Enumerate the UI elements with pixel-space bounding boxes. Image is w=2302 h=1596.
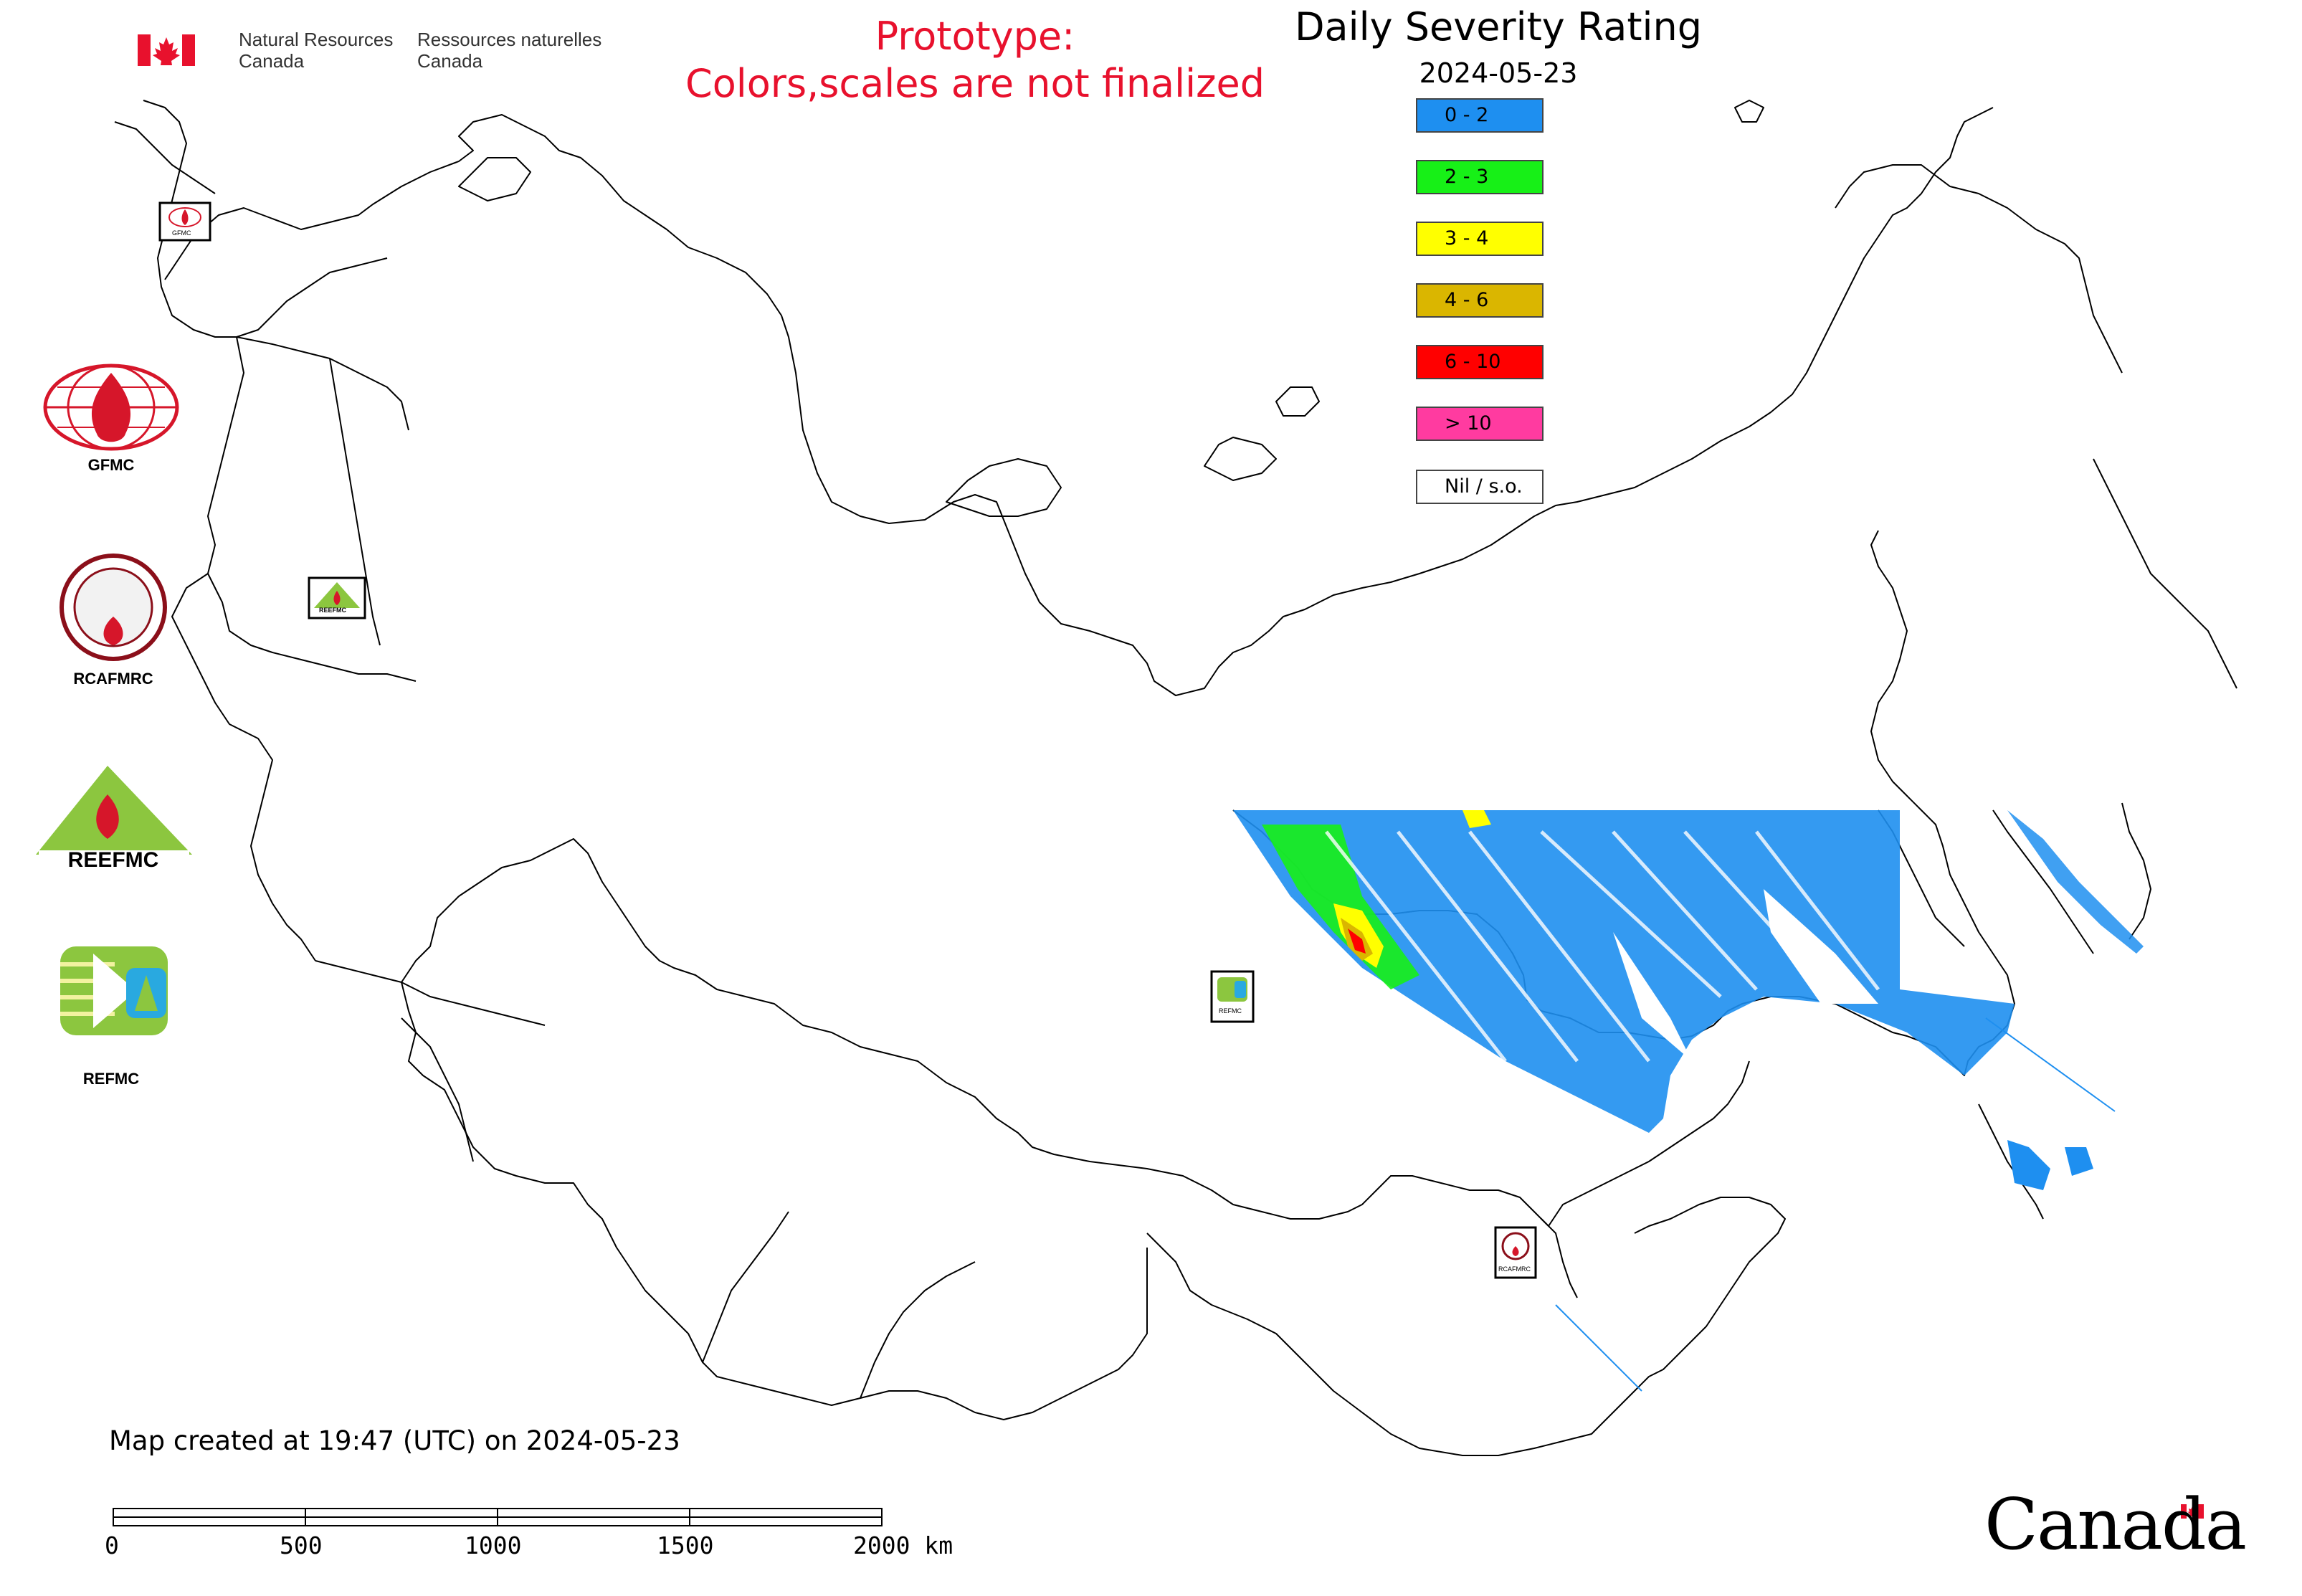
agency-fr-line1: Ressources naturelles xyxy=(417,29,602,50)
prototype-line2: Colors,scales are not finalized xyxy=(685,61,1265,106)
reefmc-marker[interactable] xyxy=(308,576,366,619)
scale-label-1000: 1000 xyxy=(465,1531,522,1559)
scale-label-2000: 2000 km xyxy=(853,1531,953,1559)
agency-name-en: Natural Resources Canada xyxy=(239,29,393,72)
legend-label: 2 - 3 xyxy=(1445,166,1489,188)
legend-item-gt-10: > 10 xyxy=(1416,407,1544,441)
rcafmrc-marker[interactable] xyxy=(1494,1226,1537,1279)
reefmc-logo-text: REEFMC xyxy=(67,848,159,872)
refmc-marker-label: REFMC xyxy=(1219,1007,1242,1015)
refmc-logo xyxy=(60,946,168,1035)
scale-bar xyxy=(113,1508,883,1526)
legend-label: > 10 xyxy=(1445,412,1492,434)
prototype-line1: Prototype: xyxy=(875,14,1075,59)
legend-label: 3 - 4 xyxy=(1445,227,1489,250)
agency-fr-line2: Canada xyxy=(417,50,483,72)
legend-item-0-2: 0 - 2 xyxy=(1416,98,1544,133)
rcafmrc-marker-label: RCAFMRC xyxy=(1498,1265,1531,1273)
legend-item-3-4: 3 - 4 xyxy=(1416,222,1544,256)
severity-raster xyxy=(1233,810,2144,1392)
legend-item-2-3: 2 - 3 xyxy=(1416,160,1544,194)
scale-label-500: 500 xyxy=(280,1531,323,1559)
legend-label: 6 - 10 xyxy=(1445,351,1501,373)
gfmc-marker[interactable] xyxy=(158,201,211,242)
gfmc-logo xyxy=(43,364,179,451)
agency-en-line1: Natural Resources xyxy=(239,29,394,50)
legend-item-4-6: 4 - 6 xyxy=(1416,283,1544,318)
legend-item-nil: Nil / s.o. xyxy=(1416,470,1544,504)
reefmc-marker-label: REEFMC xyxy=(319,607,346,614)
rcafmrc-logo xyxy=(60,554,167,661)
legend-label: 4 - 6 xyxy=(1445,289,1489,311)
legend-label: 0 - 2 xyxy=(1445,104,1489,126)
agency-name-fr: Ressources naturelles Canada xyxy=(417,29,601,72)
country-boundaries xyxy=(114,100,2237,1456)
map-created-text: Map created at 19:47 (UTC) on 2024-05-23 xyxy=(109,1425,680,1456)
map-title: Daily Severity Rating xyxy=(1294,4,1703,49)
canada-wordmark-flag-icon xyxy=(2181,1504,2204,1519)
refmc-label: REFMC xyxy=(82,1070,140,1088)
reefmc-logo xyxy=(36,766,192,870)
rcafmrc-label: RCAFMRC xyxy=(73,670,153,688)
canada-flag-icon xyxy=(138,34,195,66)
scale-label-1500: 1500 xyxy=(657,1531,714,1559)
gfmc-label: GFMC xyxy=(87,456,135,474)
prototype-notice: Prototype: Colors,scales are not finaliz… xyxy=(645,13,1305,108)
refmc-marker[interactable] xyxy=(1210,970,1255,1023)
legend-item-6-10: 6 - 10 xyxy=(1416,345,1544,379)
canada-wordmark: Canada xyxy=(1984,1484,2247,1566)
gfmc-marker-label: GFMC xyxy=(172,229,191,237)
legend-label: Nil / s.o. xyxy=(1445,475,1523,498)
map-date: 2024-05-23 xyxy=(1419,57,1578,89)
agency-en-line2: Canada xyxy=(239,50,305,72)
scale-label-0: 0 xyxy=(105,1531,119,1559)
